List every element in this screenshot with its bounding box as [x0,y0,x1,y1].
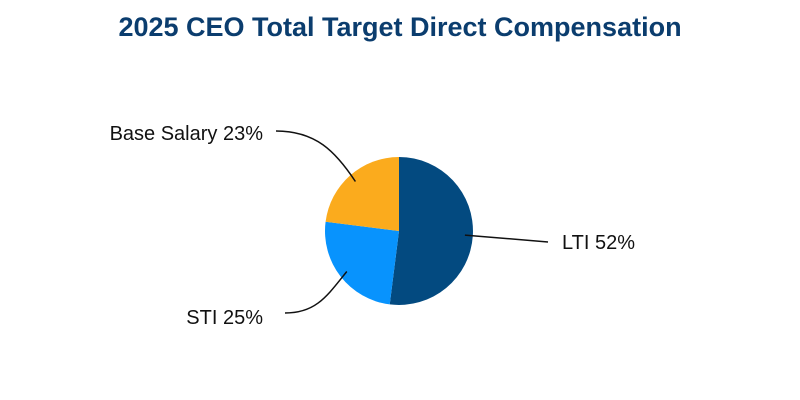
leaders-layer [275,130,549,314]
chart-title: 2025 CEO Total Target Direct Compensatio… [118,12,682,42]
pie-slice-base-salary [325,157,399,231]
slice-label-sti: STI 25% [186,307,263,329]
pie-slice-lti [389,157,473,305]
leader-line-lti [464,234,549,243]
leader-line-base-salary [275,130,357,182]
slice-label-base-salary: Base Salary 23% [110,123,264,145]
slice-label-lti: LTI 52% [562,232,635,254]
slices-layer [324,157,473,305]
leader-line-sti [284,271,348,314]
labels-layer: LTI 52% STI 25% Base Salary 23% [110,123,636,329]
pie-slice-sti [324,221,399,305]
